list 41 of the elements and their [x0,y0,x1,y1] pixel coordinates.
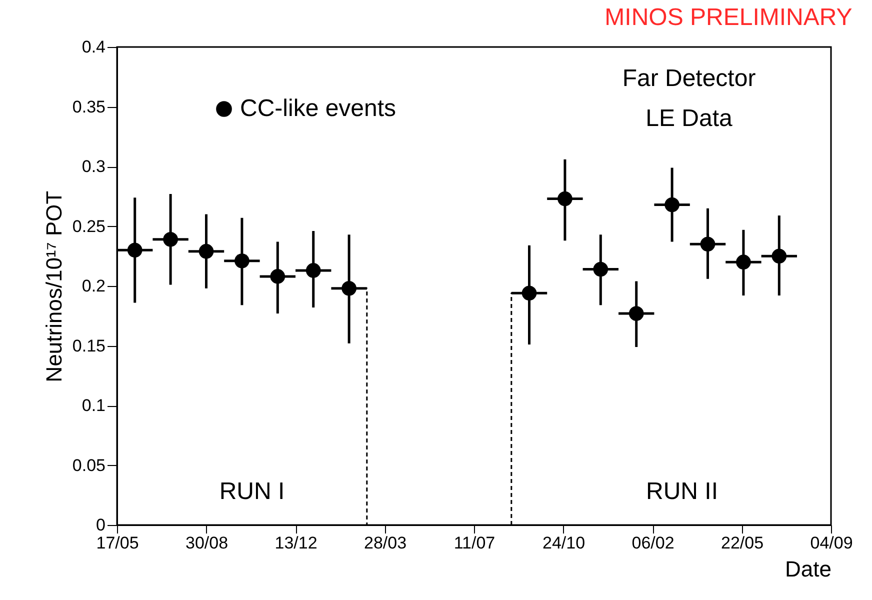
point [558,191,572,206]
legend-label: CC-like events [240,95,396,122]
x-tick-label: 11/07 [454,534,496,552]
x-tick-label: 06/02 [632,534,674,552]
chart-title: MINOS PRELIMINARY [604,4,852,31]
annotation: RUN I [219,478,285,505]
point [664,197,680,212]
point [198,244,214,259]
y-tick-label: 0.05 [72,456,106,475]
point [772,248,787,264]
point [127,242,142,258]
point [628,306,644,321]
annotation: Far Detector [622,65,756,92]
y-tick-label: 0.4 [82,38,106,56]
x-tick-label: 30/08 [185,534,228,552]
point [593,262,608,277]
y-tick-label: 0.3 [82,157,106,176]
point [522,286,537,301]
y-tick-label: 0.25 [72,216,106,236]
point [736,254,751,270]
x-tick-label: 28/03 [364,534,407,552]
y-tick-label: 0.35 [72,97,106,116]
point [234,254,250,268]
point [163,232,178,247]
point [700,236,716,252]
point [270,269,286,284]
y-tick-label: 0.15 [72,336,106,356]
x-tick-label: 04/09 [810,534,853,552]
y-tick-label: 0 [96,516,106,534]
point [342,280,356,296]
x-axis-title: Date [785,556,832,582]
y-axis-title: Neutrinos/10¹⁷ POT [41,190,66,382]
x-tick-label: 24/10 [542,534,586,552]
x-tick-label: 13/12 [274,534,318,552]
annotation: RUN II [646,478,718,505]
point [306,263,321,278]
annotation: LE Data [646,105,734,132]
y-tick-label: 0.2 [82,276,106,296]
x-tick-label: 22/05 [720,534,764,552]
y-tick-label: 0.1 [82,396,106,415]
x-tick-label: 17/05 [96,534,139,552]
